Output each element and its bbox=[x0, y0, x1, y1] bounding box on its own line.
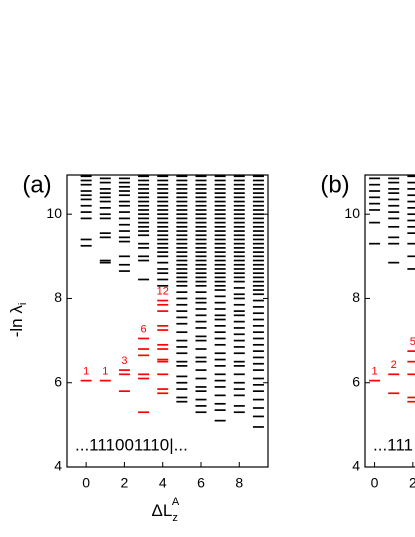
x-tick-label: 2 bbox=[409, 475, 415, 491]
y-tick-label: 6 bbox=[54, 373, 62, 389]
panel: 1 2 5 4 6 8 10 0 2 (b) ...111 bbox=[320, 171, 415, 491]
degeneracy-label: 5 bbox=[410, 336, 415, 348]
degeneracy-label: 3 bbox=[121, 355, 127, 367]
x-axis-label: ΔLzA bbox=[152, 496, 180, 524]
degeneracy-label: 12 bbox=[157, 285, 169, 297]
x-tick-label: 4 bbox=[159, 475, 167, 491]
y-tick-label: 4 bbox=[54, 458, 62, 474]
y-tick-label: 8 bbox=[54, 289, 62, 305]
y-axis-label-main: -ln λ bbox=[7, 305, 26, 338]
y-tick-label: 6 bbox=[352, 373, 360, 389]
y-tick-label: 10 bbox=[46, 205, 62, 221]
x-tick-label: 2 bbox=[121, 475, 129, 491]
y-tick-label: 10 bbox=[344, 205, 360, 221]
degeneracy-label: 1 bbox=[372, 366, 378, 378]
annotation: ...111 bbox=[373, 435, 413, 454]
degeneracy-label: 1 bbox=[102, 366, 108, 378]
x-axis-label-sup: A bbox=[172, 496, 180, 508]
panel-label: (b) bbox=[320, 171, 349, 198]
annotation: ...111001110|... bbox=[75, 435, 188, 454]
degeneracy-label: 1 bbox=[83, 366, 89, 378]
y-tick-label: 8 bbox=[352, 289, 360, 305]
y-axis-label: -ln λi bbox=[7, 303, 28, 338]
axes-frame bbox=[364, 174, 415, 468]
degeneracy-label: 6 bbox=[141, 323, 147, 335]
x-axis-label-sub: z bbox=[172, 512, 178, 524]
x-tick-label: 0 bbox=[371, 475, 379, 491]
axes-frame bbox=[66, 174, 269, 468]
x-tick-label: 0 bbox=[82, 475, 90, 491]
x-tick-label: 6 bbox=[197, 475, 205, 491]
y-axis-label-sub: i bbox=[17, 303, 29, 305]
x-axis-label-main: ΔL bbox=[152, 501, 173, 520]
x-tick-label: 8 bbox=[235, 475, 243, 491]
panel-label: (a) bbox=[22, 171, 51, 198]
degeneracy-label: 2 bbox=[391, 359, 397, 371]
panel: 1 1 3 6 12 4 6 8 10 0 2 4 6 8 (a) ...111001110|... -ln λ… bbox=[7, 171, 269, 524]
y-tick-label: 4 bbox=[352, 458, 360, 474]
